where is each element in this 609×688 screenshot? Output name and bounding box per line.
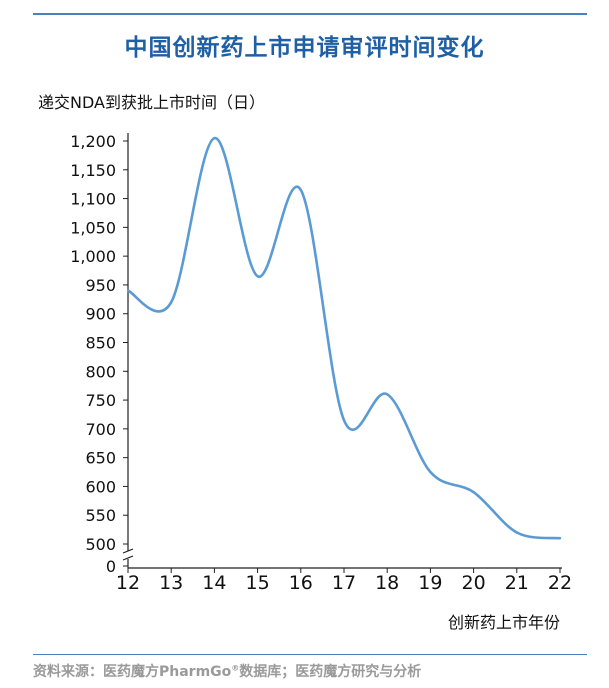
x-tick-label: 16 <box>289 572 313 594</box>
series-group <box>126 136 562 540</box>
y-axis-label: 递交NDA到获批上市时间（日） <box>38 93 265 112</box>
data-point <box>472 490 475 494</box>
x-tick-label: 12 <box>116 572 140 594</box>
data-point <box>213 136 216 140</box>
x-tick-label: 15 <box>246 572 270 594</box>
x-tick-label: 22 <box>548 572 572 594</box>
y-tick-label: 750 <box>85 391 116 410</box>
x-tick-label: 19 <box>418 572 442 594</box>
y-tick-label: 800 <box>85 362 116 381</box>
x-tick-label: 20 <box>462 572 486 594</box>
x-axis: 12 13 14 15 16 17 18 19 20 21 22 <box>116 567 572 594</box>
y-tick-label: 0 <box>106 557 116 576</box>
x-tick-label: 17 <box>332 572 356 594</box>
series-line <box>127 136 561 540</box>
y-tick-label: 1,100 <box>70 190 116 209</box>
x-tick-label: 14 <box>202 572 226 594</box>
data-point <box>386 393 389 396</box>
data-point <box>170 301 173 304</box>
data-point <box>515 531 518 534</box>
data-point <box>299 188 302 192</box>
source-note: 资料来源：医药魔方PharmGo®数据库；医药魔方研究与分析 <box>33 661 421 681</box>
x-tick-label: 13 <box>159 572 183 594</box>
axis-break-mark <box>122 548 134 554</box>
y-tick-label: 1,000 <box>70 247 116 266</box>
y-tick-label: 950 <box>85 276 116 295</box>
registered-mark: ® <box>231 663 240 673</box>
y-tick-label: 850 <box>85 334 116 353</box>
data-point <box>126 289 130 292</box>
data-point <box>429 470 432 474</box>
x-axis-label: 创新药上市年份 <box>448 613 560 632</box>
data-point <box>558 537 562 540</box>
y-tick-label: 1,150 <box>70 161 116 180</box>
y-tick-label: 700 <box>85 420 116 439</box>
data-point <box>342 419 346 422</box>
y-tick-label: 500 <box>85 535 116 554</box>
y-tick-label: 1,050 <box>70 218 116 237</box>
axis-break-mark <box>122 555 134 561</box>
page-title: 中国创新药上市申请审评时间变化 <box>124 35 485 61</box>
x-tick-label: 21 <box>505 572 529 594</box>
source-suffix: 数据库；医药魔方研究与分析 <box>239 664 422 680</box>
y-tick-label: 550 <box>85 506 116 525</box>
y-tick-label: 1,200 <box>70 132 116 151</box>
source-prefix: 资料来源：医药魔方PharmGo <box>33 664 232 680</box>
x-tick-label: 18 <box>375 572 399 594</box>
y-tick-label: 650 <box>85 449 116 468</box>
y-axis: 1,200 1,150 1,100 1,050 1,000 950 900 850 800 750… <box>70 132 134 576</box>
data-point <box>256 275 259 278</box>
line-chart: 递交NDA到获批上市时间（日） 1,200 1,150 1,100 1,050 1,00… <box>38 93 572 632</box>
y-tick-label: 600 <box>85 477 116 496</box>
top-rule <box>33 13 587 15</box>
bottom-rule <box>33 654 587 655</box>
y-tick-label: 900 <box>85 305 116 324</box>
